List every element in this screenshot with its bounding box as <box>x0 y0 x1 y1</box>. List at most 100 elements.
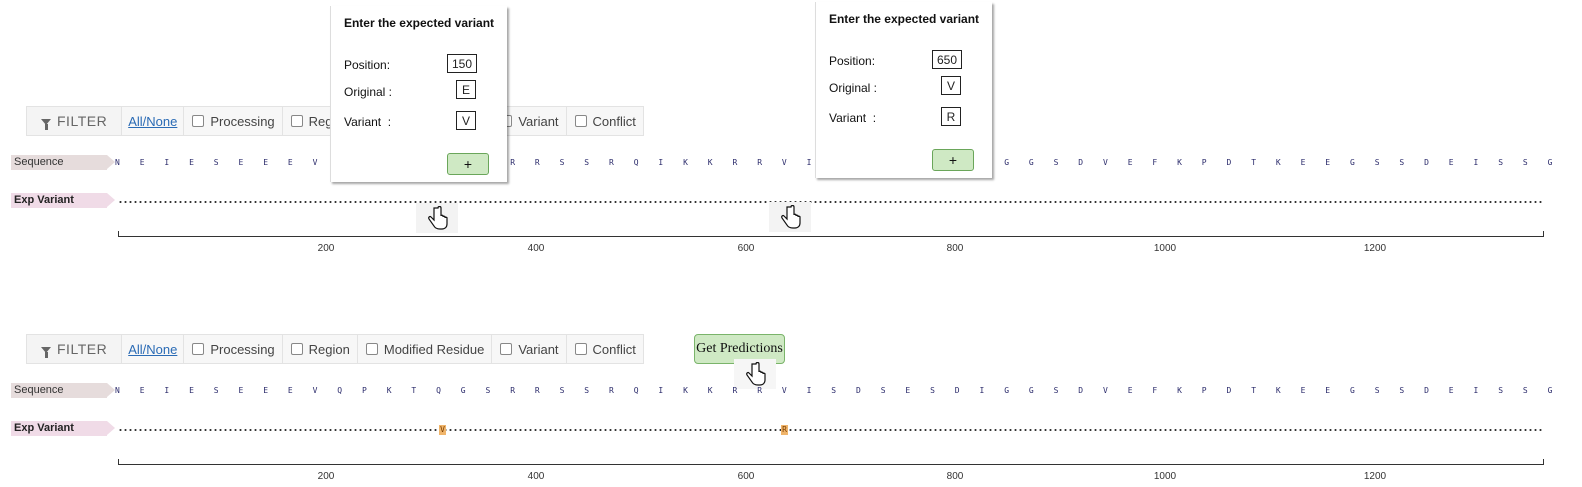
sequence-residue: K <box>1177 158 1182 167</box>
variant-track[interactable] <box>118 201 1544 203</box>
original-input[interactable]: V <box>941 76 961 95</box>
checkbox-icon[interactable] <box>574 343 587 355</box>
all-none-link[interactable]: All/None <box>128 341 178 357</box>
sequence-residue: D <box>1078 158 1084 167</box>
sequence-residue: S <box>584 158 590 167</box>
sequence-residue: D <box>1424 158 1429 167</box>
axis-tick-label: 200 <box>317 471 335 482</box>
variant-popup: Enter the expected variant Position: 150… <box>330 6 507 182</box>
sequence-residue: P <box>1201 386 1207 395</box>
sequence-residue: E <box>139 158 145 167</box>
position-input[interactable]: 150 <box>447 54 477 73</box>
filter-icon <box>41 119 51 130</box>
sequence-residue: E <box>1127 158 1133 167</box>
axis-tick-label: 1200 <box>1363 243 1387 254</box>
sequence-residue: V <box>312 386 318 395</box>
sequence-residue: N <box>115 386 120 395</box>
sequence-residue: I <box>806 158 812 167</box>
sequence-residue: T <box>411 386 417 395</box>
sequence-residue: E <box>263 158 269 167</box>
sequence-track-label: Sequence <box>11 383 115 398</box>
sequence-residue: E <box>1300 158 1306 167</box>
sequence-residue: S <box>1522 386 1528 395</box>
checkbox-icon[interactable] <box>192 115 205 127</box>
top-panel: FILTER All/None Processing Region Modifi… <box>0 0 1582 254</box>
sequence-residue: I <box>164 386 170 395</box>
sequence-residue: K <box>707 386 713 395</box>
axis-tick-label: 400 <box>527 243 545 254</box>
sequence-residue: F <box>1152 386 1158 395</box>
filter-variant[interactable]: Variant <box>491 335 565 363</box>
sequence-residue: G <box>1004 386 1010 395</box>
axis-tick-label: 200 <box>317 243 335 254</box>
add-variant-button[interactable]: + <box>447 153 489 175</box>
popup-title: Enter the expected variant <box>343 16 495 30</box>
sequence-residue: R <box>609 386 614 395</box>
hand-cursor-icon <box>769 202 811 232</box>
sequence-residue: E <box>1448 158 1454 167</box>
sequence-residue: R <box>510 158 516 167</box>
hand-cursor-icon <box>416 203 458 233</box>
original-input[interactable]: E <box>456 80 476 99</box>
position-axis: 200 400 600 800 1000 1200 <box>118 459 1544 482</box>
checkbox-icon[interactable] <box>192 343 205 355</box>
filter-modified-residue[interactable]: Modified Residue <box>356 335 491 363</box>
sequence-residue: S <box>930 386 935 395</box>
variant-input[interactable]: R <box>941 107 961 126</box>
filter-region[interactable]: Region <box>281 335 357 363</box>
original-label: Original : <box>344 85 393 99</box>
checkbox-icon[interactable] <box>574 115 587 127</box>
sequence-residue: T <box>1251 158 1257 167</box>
checkbox-icon[interactable] <box>290 115 303 127</box>
axis-tick-label: 1000 <box>1153 471 1177 482</box>
sequence-residue: S <box>213 158 219 167</box>
axis-tick-label: 800 <box>946 471 964 482</box>
sequence-residue: S <box>559 158 565 167</box>
add-variant-button[interactable]: + <box>932 149 974 171</box>
variant-track[interactable] <box>118 429 1544 431</box>
sequence-residue: S <box>880 386 886 395</box>
filter-bar: FILTER All/None Processing Region Modifi… <box>26 334 644 364</box>
filter-button[interactable]: FILTER <box>27 335 123 363</box>
filter-processing[interactable]: Processing <box>183 335 281 363</box>
checkbox-icon[interactable] <box>500 343 513 355</box>
sequence-residue: Q <box>436 386 441 395</box>
sequence-residue: I <box>658 158 664 167</box>
variant-marker[interactable]: R <box>781 425 788 435</box>
sequence-residue: S <box>1053 158 1059 167</box>
sequence-residue: S <box>1522 158 1528 167</box>
filter-icon <box>41 347 51 358</box>
variant-input[interactable]: V <box>456 111 476 130</box>
filter-processing[interactable]: Processing <box>183 107 281 135</box>
sequence-residue: S <box>1498 158 1504 167</box>
checkbox-icon[interactable] <box>290 343 303 355</box>
sequence-residue: R <box>757 386 763 395</box>
sequence-residue: R <box>510 386 516 395</box>
sequence-residue: G <box>460 386 466 395</box>
checkbox-icon[interactable] <box>365 343 378 355</box>
sequence-residue: R <box>732 158 738 167</box>
variant-marker[interactable]: V <box>439 425 446 435</box>
original-label: Original : <box>829 81 878 95</box>
position-input[interactable]: 650 <box>932 50 962 69</box>
sequence-residue: V <box>781 158 787 167</box>
sequence-residue: E <box>1448 386 1454 395</box>
position-axis: 200 400 600 800 1000 1200 <box>118 231 1544 254</box>
sequence-residue: S <box>584 386 590 395</box>
filter-conflict[interactable]: Conflict <box>565 335 643 363</box>
axis-tick-label: 600 <box>737 471 755 482</box>
sequence-residue: I <box>164 158 170 167</box>
sequence-residue: K <box>1275 158 1281 167</box>
sequence-residue: G <box>1547 386 1553 395</box>
sequence-residue: I <box>1473 386 1479 395</box>
sequence-residue: S <box>1374 158 1380 167</box>
sequence-residue: D <box>856 386 861 395</box>
sequence-residue: S <box>1399 158 1405 167</box>
sequence-residue: S <box>559 386 565 395</box>
sequence-residue: D <box>1226 386 1232 395</box>
all-none-link[interactable]: All/None <box>128 113 178 129</box>
filter-button[interactable]: FILTER <box>27 107 123 135</box>
sequence-residue: G <box>1350 386 1355 395</box>
filter-conflict[interactable]: Conflict <box>565 107 643 135</box>
sequence-residue: E <box>189 158 194 167</box>
